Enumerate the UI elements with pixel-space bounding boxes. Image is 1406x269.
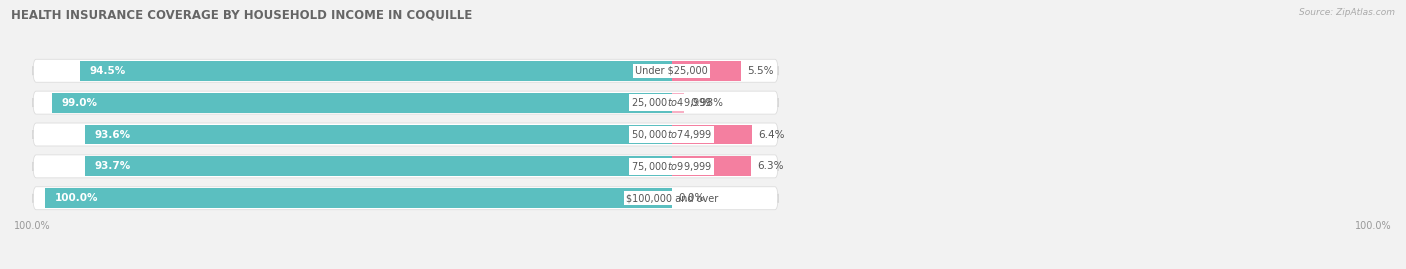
Text: 94.5%: 94.5%	[89, 66, 125, 76]
FancyBboxPatch shape	[32, 187, 778, 210]
Text: 99.0%: 99.0%	[60, 98, 97, 108]
Text: 0.0%: 0.0%	[678, 193, 704, 203]
Text: 93.7%: 93.7%	[94, 161, 131, 171]
Bar	[80, 61, 672, 81]
Text: 100.0%: 100.0%	[14, 221, 51, 231]
Bar	[672, 157, 751, 176]
Text: 6.4%: 6.4%	[758, 129, 785, 140]
Bar	[45, 188, 672, 208]
Bar	[86, 125, 672, 144]
Text: $25,000 to $49,999: $25,000 to $49,999	[631, 96, 713, 109]
Text: 93.6%: 93.6%	[94, 129, 131, 140]
Text: 0.98%: 0.98%	[690, 98, 723, 108]
Text: HEALTH INSURANCE COVERAGE BY HOUSEHOLD INCOME IN COQUILLE: HEALTH INSURANCE COVERAGE BY HOUSEHOLD I…	[11, 8, 472, 21]
Text: 5.5%: 5.5%	[747, 66, 773, 76]
Bar	[672, 93, 683, 112]
Bar	[52, 93, 672, 112]
Text: 6.3%: 6.3%	[756, 161, 783, 171]
Bar	[84, 157, 672, 176]
FancyBboxPatch shape	[32, 59, 778, 82]
FancyBboxPatch shape	[32, 123, 778, 146]
FancyBboxPatch shape	[32, 91, 778, 114]
Text: 100.0%: 100.0%	[55, 193, 98, 203]
Text: 100.0%: 100.0%	[1355, 221, 1392, 231]
FancyBboxPatch shape	[32, 155, 778, 178]
Text: $75,000 to $99,999: $75,000 to $99,999	[631, 160, 713, 173]
Text: Under $25,000: Under $25,000	[636, 66, 709, 76]
Text: $50,000 to $74,999: $50,000 to $74,999	[631, 128, 713, 141]
Text: $100,000 and over: $100,000 and over	[626, 193, 718, 203]
Text: Source: ZipAtlas.com: Source: ZipAtlas.com	[1299, 8, 1395, 17]
Bar	[672, 61, 741, 81]
Bar	[672, 125, 752, 144]
